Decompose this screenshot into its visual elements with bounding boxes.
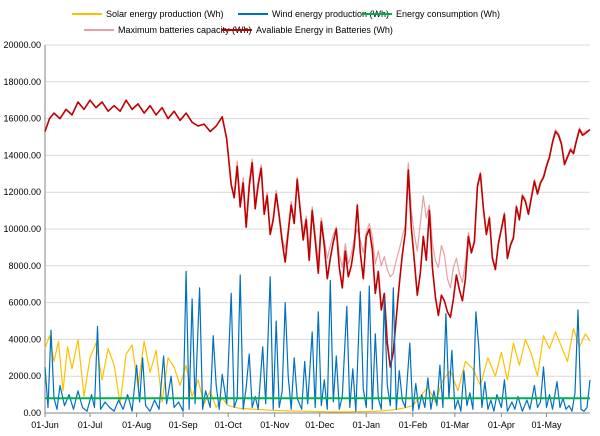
y-tick-label: 12000.00	[3, 187, 41, 197]
legend-item-max-capacity: Maximum batteries capacity (Wh)	[84, 25, 252, 35]
x-tick-label: 01-Dec	[305, 420, 335, 430]
legend-item-available: Avaliable Energy in Batteries (Wh)	[222, 25, 393, 35]
y-tick-label: 16000.00	[3, 114, 41, 124]
legend-item-solar: Solar energy production (Wh)	[72, 9, 224, 19]
y-tick-label: 6000.00	[8, 298, 41, 308]
x-tick-label: 01-Oct	[215, 420, 243, 430]
legend: Solar energy production (Wh) Wind energy…	[72, 9, 500, 35]
x-tick-label: 01-Aug	[122, 420, 151, 430]
y-tick-label: 8000.00	[8, 261, 41, 271]
legend-label-consumption: Energy consumption (Wh)	[396, 9, 500, 19]
legend-item-wind: Wind energy production (Wh)	[238, 9, 389, 19]
legend-label-wind: Wind energy production (Wh)	[272, 9, 389, 19]
y-tick-label: 20000.00	[3, 40, 41, 50]
y-tick-label: 10000.00	[3, 224, 41, 234]
x-tick-label: 01-May	[531, 420, 562, 430]
x-tick-label: 01-Feb	[399, 420, 428, 430]
legend-label-max-capacity: Maximum batteries capacity (Wh)	[118, 25, 252, 35]
plot-area: 0.00 2000.00 4000.00 6000.00 8000.00 10000.00…	[3, 40, 591, 430]
y-tick-label: 0.00	[23, 408, 41, 418]
legend-label-available: Avaliable Energy in Batteries (Wh)	[256, 25, 393, 35]
x-tick-label: 01-Nov	[260, 420, 290, 430]
wind-series-line	[44, 270, 591, 412]
y-tick-label: 14000.00	[3, 150, 41, 160]
x-tick-label: 01-Apr	[488, 420, 515, 430]
legend-label-solar: Solar energy production (Wh)	[106, 9, 224, 19]
y-tick-label: 2000.00	[8, 371, 41, 381]
x-tick-label: 01-Jan	[353, 420, 381, 430]
x-tick-label: 01-Jul	[78, 420, 103, 430]
x-tick-label: 01-Jun	[31, 420, 59, 430]
solar-series-line	[44, 327, 591, 413]
y-tick-label: 4000.00	[8, 334, 41, 344]
y-tick-label: 18000.00	[3, 77, 41, 87]
available-energy-series-line	[44, 99, 591, 368]
legend-item-consumption: Energy consumption (Wh)	[362, 9, 500, 19]
x-tick-label: 01-Mar	[441, 420, 470, 430]
x-tick-label: 01-Sep	[169, 420, 198, 430]
